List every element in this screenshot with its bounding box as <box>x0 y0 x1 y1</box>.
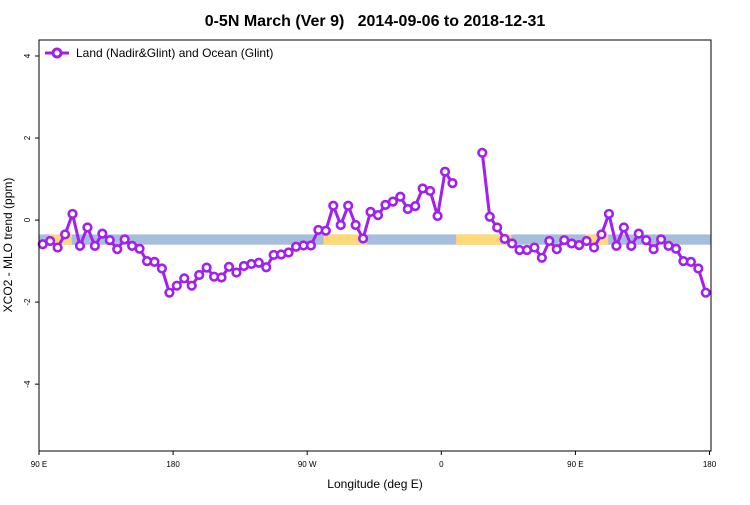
data-point <box>499 233 510 245</box>
data-point <box>231 267 242 278</box>
data-point <box>395 191 406 202</box>
data-point <box>670 243 682 254</box>
data-point <box>529 242 540 253</box>
x-tick-label: 180 <box>166 460 180 469</box>
data-point <box>119 234 130 245</box>
data-point <box>89 240 100 252</box>
y-axis: 4 2 0 -2 -4 <box>23 53 39 388</box>
data-point <box>253 257 264 268</box>
series-line <box>480 152 708 294</box>
data-point <box>618 222 629 233</box>
data-point <box>45 235 56 247</box>
data-point <box>357 233 369 244</box>
data-point <box>439 166 451 177</box>
data-point <box>372 210 384 221</box>
series-land-ocean <box>37 147 711 298</box>
data-point <box>425 185 436 197</box>
land-band-segment <box>323 234 367 245</box>
y-tick-label: 4 <box>23 53 32 58</box>
data-point <box>216 272 227 283</box>
legend-marker <box>51 47 63 59</box>
data-point <box>633 228 644 239</box>
data-point <box>626 240 637 252</box>
y-tick-label: 2 <box>23 135 32 140</box>
x-tick-label: 90 W <box>298 460 317 469</box>
land-band-segment <box>456 234 512 245</box>
data-point <box>82 222 93 233</box>
data-point <box>335 219 346 231</box>
data-point <box>484 211 495 222</box>
data-point <box>492 222 503 233</box>
data-point <box>350 219 361 231</box>
data-point <box>641 235 652 246</box>
data-point <box>164 287 175 298</box>
plot-frame <box>38 39 712 452</box>
x-tick-label: 180 <box>703 460 717 469</box>
data-point <box>611 240 622 252</box>
data-point <box>74 240 86 252</box>
data-point <box>536 252 547 263</box>
data-point <box>693 263 704 274</box>
data-point <box>685 256 696 268</box>
data-point <box>156 263 168 274</box>
data-point <box>574 239 585 251</box>
data-point <box>603 208 615 220</box>
data-point <box>149 256 160 268</box>
surface-band <box>39 234 711 245</box>
data-point <box>343 200 354 211</box>
data-point <box>223 261 235 272</box>
data-point <box>194 269 205 281</box>
y-axis-label: XCO2 - MLO trend (ppm) <box>1 178 15 313</box>
x-tick-label: 90 E <box>31 460 47 469</box>
data-point <box>52 242 63 253</box>
data-point <box>59 229 71 240</box>
data-point <box>201 262 212 273</box>
x-tick-label: 90 E <box>567 460 583 469</box>
data-point <box>179 273 190 284</box>
y-tick-label: -4 <box>23 380 32 388</box>
x-axis: 90 E 180 90 W 0 90 E 180 <box>31 451 717 469</box>
data-point <box>283 247 294 258</box>
data-point <box>588 242 600 253</box>
data-point <box>551 244 562 255</box>
data-point <box>544 235 555 247</box>
legend: Land (Nadir&Glint) and Ocean (Glint) <box>45 46 273 60</box>
x-tick-label: 0 <box>439 460 444 469</box>
data-point <box>97 228 108 239</box>
data-point <box>186 280 197 291</box>
data-point <box>648 244 659 255</box>
data-point <box>477 147 488 158</box>
data-point <box>655 234 667 245</box>
data-point <box>581 235 592 247</box>
y-tick-label: -2 <box>23 298 32 306</box>
ocean-band <box>39 234 711 245</box>
chart-title: 0-5N March (Ver 9) 2014-09-06 to 2018-12… <box>205 13 546 30</box>
legend-label: Land (Nadir&Glint) and Ocean (Glint) <box>76 46 273 60</box>
data-point <box>320 225 331 236</box>
x-axis-label: Longitude (deg E) <box>327 477 422 491</box>
data-point <box>134 243 145 254</box>
data-point <box>387 196 398 207</box>
data-point <box>171 280 182 291</box>
data-point <box>261 262 272 273</box>
data-point <box>596 229 607 240</box>
data-point <box>104 235 115 246</box>
data-point <box>447 178 458 189</box>
data-point <box>305 240 317 251</box>
y-tick-label: 0 <box>23 217 32 222</box>
data-point <box>700 287 711 298</box>
data-point <box>506 238 518 249</box>
data-point <box>432 210 443 222</box>
data-point <box>328 200 339 211</box>
data-point <box>67 208 78 220</box>
data-point <box>112 244 123 255</box>
data-point <box>410 201 421 212</box>
